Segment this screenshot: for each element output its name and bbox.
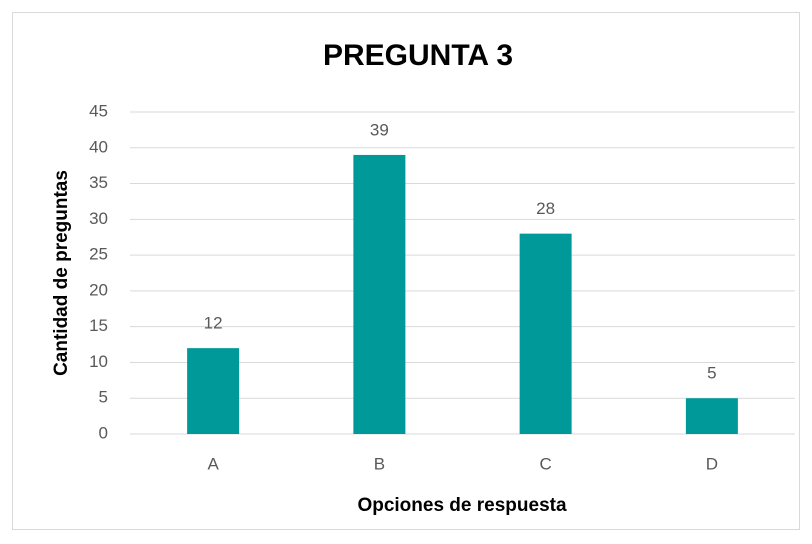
chart-border xyxy=(12,12,800,530)
y-tick-label: 45 xyxy=(89,101,108,120)
data-label: 28 xyxy=(536,199,555,218)
x-tick-label: A xyxy=(207,454,219,473)
data-label: 5 xyxy=(707,364,716,383)
y-tick-label: 40 xyxy=(89,137,108,156)
y-tick-label: 35 xyxy=(89,173,108,192)
y-tick-label: 5 xyxy=(99,388,108,407)
bar xyxy=(353,154,406,434)
x-axis-label: Opciones de respuesta xyxy=(357,495,567,516)
data-label: 12 xyxy=(204,314,223,333)
data-label: 39 xyxy=(370,120,389,139)
y-tick-label: 10 xyxy=(89,352,108,371)
y-axis-label: Cantidad de preguntas xyxy=(51,170,72,376)
chart-title: PREGUNTA 3 xyxy=(323,39,513,72)
bar xyxy=(187,348,240,434)
bar xyxy=(519,233,572,434)
x-tick-label: B xyxy=(374,454,385,473)
y-tick-label: 0 xyxy=(99,423,108,442)
y-tick-label: 20 xyxy=(89,280,108,299)
y-tick-label: 25 xyxy=(89,245,108,264)
x-tick-label: C xyxy=(539,454,551,473)
y-tick-label: 30 xyxy=(89,209,108,228)
bar xyxy=(685,398,738,434)
y-tick-label: 15 xyxy=(89,316,108,335)
x-tick-label: D xyxy=(706,454,718,473)
